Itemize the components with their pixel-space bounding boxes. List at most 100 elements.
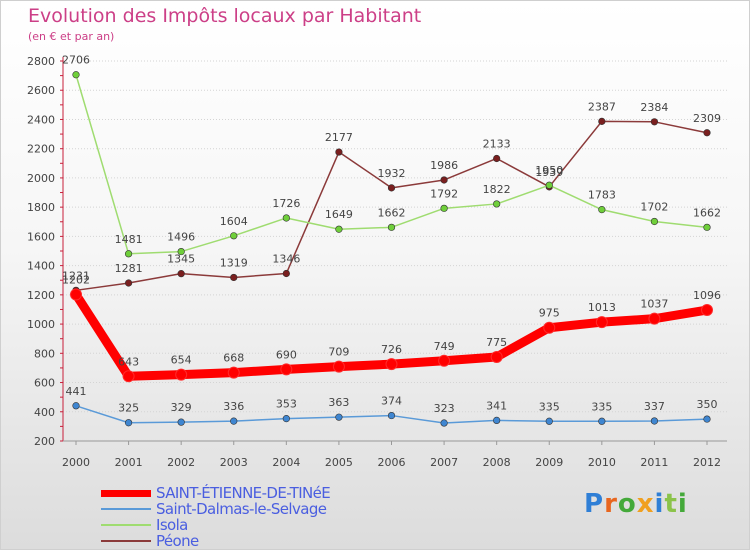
x-tick-label: 2006 xyxy=(378,456,406,469)
data-label: 1986 xyxy=(430,159,458,172)
data-label: 1202 xyxy=(62,274,90,287)
data-point xyxy=(332,360,345,373)
data-label: 374 xyxy=(381,395,402,408)
y-tick-label: 2000 xyxy=(27,172,55,185)
data-point xyxy=(385,358,398,371)
legend-label: Saint-Dalmas-le-Selvage xyxy=(156,500,327,518)
data-label: 1319 xyxy=(220,256,248,269)
data-point xyxy=(124,279,133,287)
data-label: 2387 xyxy=(588,100,616,113)
x-tick-label: 2005 xyxy=(325,456,353,469)
data-label: 1231 xyxy=(62,269,90,282)
data-point xyxy=(493,200,501,208)
data-label: 709 xyxy=(328,346,349,359)
data-label: 329 xyxy=(171,401,192,414)
data-label: 1604 xyxy=(220,215,248,228)
data-point xyxy=(227,366,240,379)
data-point xyxy=(598,206,606,214)
y-tick-label: 1800 xyxy=(27,201,55,214)
data-label: 1481 xyxy=(115,233,143,246)
data-point xyxy=(335,148,343,156)
data-label: 1702 xyxy=(640,200,668,213)
x-tick-label: 2003 xyxy=(220,456,248,469)
data-point xyxy=(650,217,659,226)
legend-label: SAINT-ÉTIENNE-DE-TINéE xyxy=(156,484,331,502)
data-label: 1822 xyxy=(483,183,511,196)
legend-swatch xyxy=(101,524,151,526)
data-label: 749 xyxy=(434,340,455,353)
x-tick-label: 2000 xyxy=(62,456,90,469)
data-point xyxy=(703,415,711,423)
data-label: 325 xyxy=(118,402,139,415)
data-label: 1649 xyxy=(325,208,353,221)
data-label: 1950 xyxy=(535,164,563,177)
data-point xyxy=(230,417,238,425)
data-label: 2133 xyxy=(483,137,511,150)
data-point xyxy=(493,416,501,424)
data-label: 1037 xyxy=(640,298,668,311)
data-label: 668 xyxy=(223,352,244,365)
data-label: 1792 xyxy=(430,187,458,200)
y-tick-label: 400 xyxy=(34,406,55,419)
data-label: 1096 xyxy=(693,289,721,302)
x-tick-label: 2011 xyxy=(640,456,668,469)
data-label: 1726 xyxy=(272,197,300,210)
data-label: 1346 xyxy=(272,253,300,266)
data-point xyxy=(282,214,290,222)
data-label: 341 xyxy=(486,399,507,412)
data-point xyxy=(703,223,711,231)
data-label: 1496 xyxy=(167,231,195,244)
data-point xyxy=(543,321,556,334)
data-label: 1783 xyxy=(588,189,616,202)
x-tick-label: 2001 xyxy=(115,456,143,469)
data-point xyxy=(177,418,185,426)
data-label: 353 xyxy=(276,398,297,411)
data-point xyxy=(230,273,238,282)
data-label: 337 xyxy=(644,400,665,413)
data-point xyxy=(440,204,448,212)
data-point xyxy=(545,417,553,425)
data-point xyxy=(387,411,396,420)
y-tick-label: 2600 xyxy=(27,84,55,97)
legend-swatch xyxy=(101,508,151,510)
y-tick-label: 2200 xyxy=(27,143,55,156)
chart-subtitle: (en € et par an) xyxy=(28,30,115,43)
x-tick-label: 2009 xyxy=(535,456,563,469)
y-tick-label: 1200 xyxy=(27,289,55,302)
data-label: 441 xyxy=(66,385,87,398)
data-point xyxy=(703,129,711,137)
data-point xyxy=(335,413,343,421)
data-point xyxy=(438,354,451,367)
data-point xyxy=(177,270,185,278)
data-label: 335 xyxy=(591,400,612,413)
data-label: 1932 xyxy=(378,167,406,180)
data-point xyxy=(70,288,82,301)
data-point xyxy=(493,154,501,163)
y-tick-label: 200 xyxy=(34,435,55,448)
data-label: 363 xyxy=(328,396,349,409)
data-point xyxy=(282,269,290,278)
data-label: 350 xyxy=(697,398,718,411)
data-label: 643 xyxy=(118,355,139,368)
y-tick-label: 2800 xyxy=(27,55,55,68)
data-point xyxy=(282,415,290,423)
data-point xyxy=(595,316,608,329)
data-point xyxy=(648,312,661,325)
legend-label: Péone xyxy=(156,532,199,550)
proxiti-logo: Proxiti xyxy=(584,489,688,519)
data-label: 775 xyxy=(486,336,507,349)
x-tick-label: 2004 xyxy=(272,456,300,469)
y-tick-label: 600 xyxy=(34,377,55,390)
x-tick-label: 2010 xyxy=(588,456,616,469)
legend-swatch xyxy=(101,540,151,542)
data-label: 336 xyxy=(223,400,244,413)
data-label: 335 xyxy=(539,400,560,413)
data-point xyxy=(650,417,659,425)
data-label: 1013 xyxy=(588,301,616,314)
data-point xyxy=(545,181,553,189)
data-point xyxy=(177,247,185,256)
data-label: 654 xyxy=(171,354,192,367)
data-label: 2384 xyxy=(640,101,668,114)
data-point xyxy=(124,419,133,427)
